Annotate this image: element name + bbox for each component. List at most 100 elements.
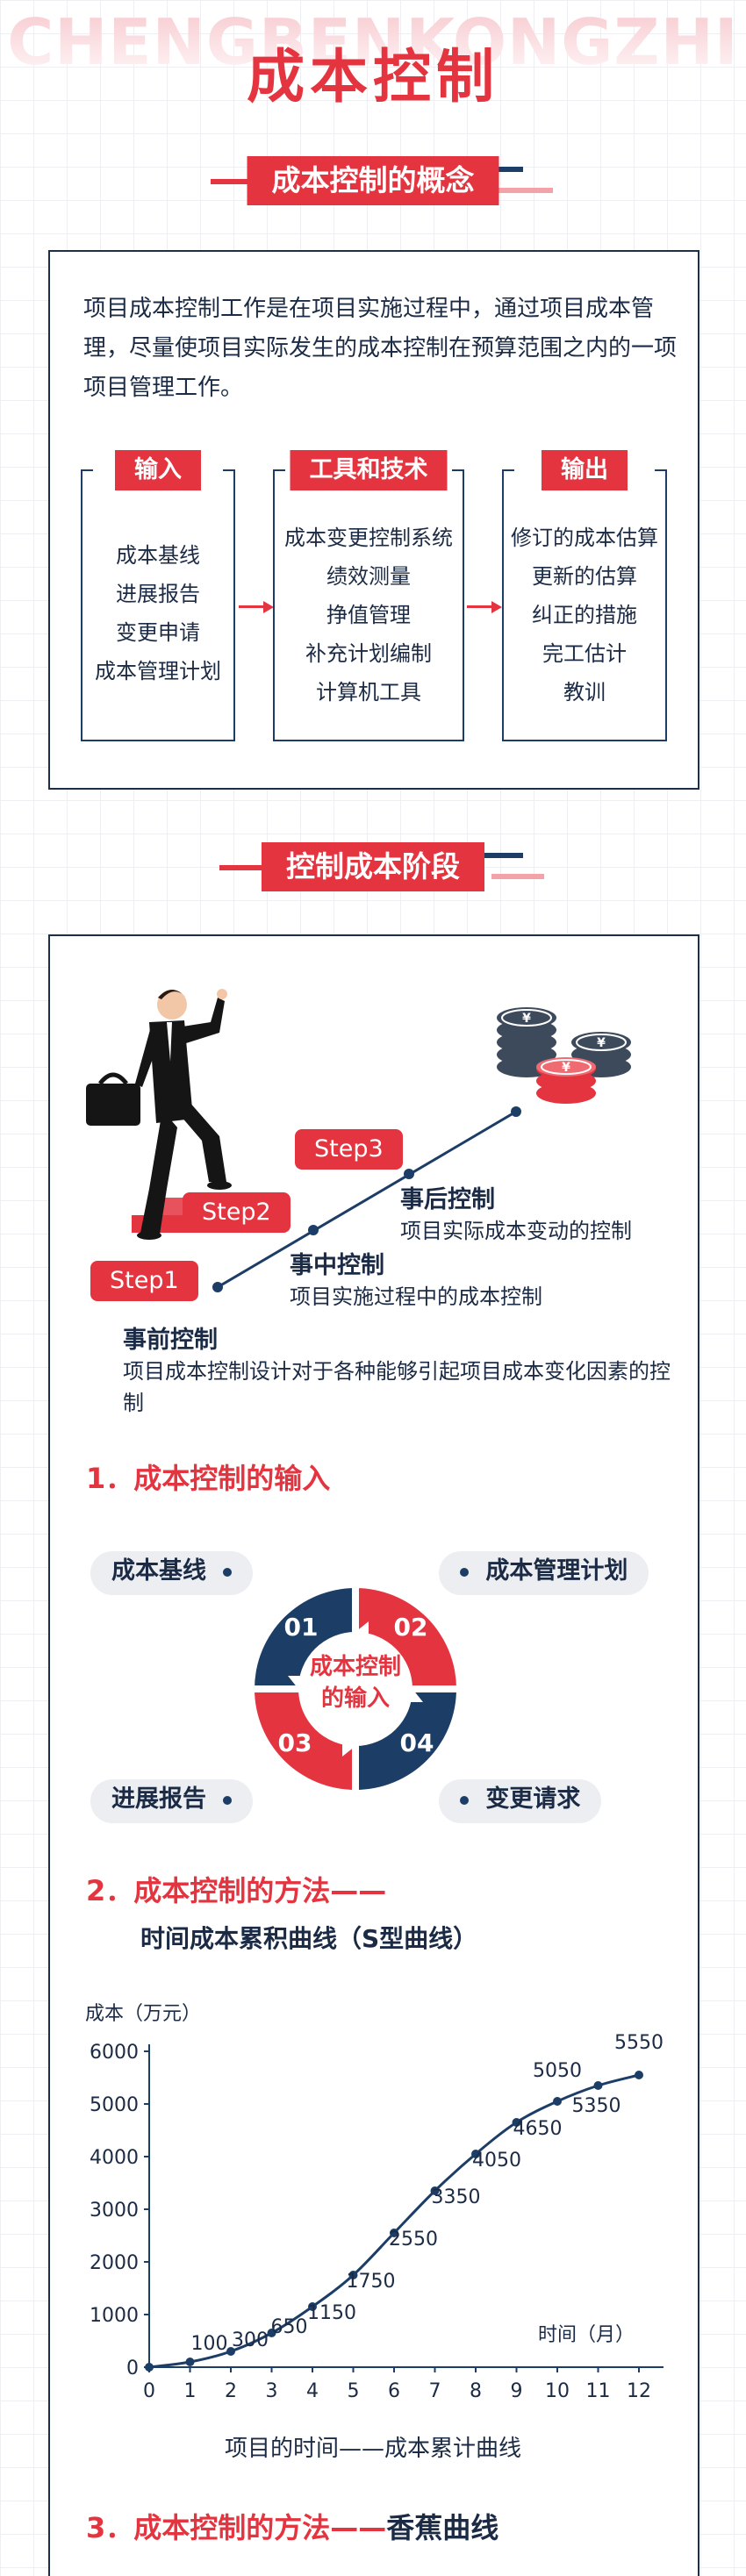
- data-point: [430, 2186, 440, 2195]
- x-tick-label: 5: [348, 2380, 360, 2402]
- list-item: 绩效测量: [326, 564, 411, 589]
- x-tick-label: 7: [429, 2380, 441, 2402]
- column-input: 输入 成本基线 进展报告 变更申请 成本管理计划: [81, 450, 235, 741]
- concept-intro-text: 项目成本控制工作是在项目实施过程中，通过项目成本管理，尽量使项目实际发生的成本控…: [83, 296, 678, 401]
- column-input-head: 输入: [115, 450, 201, 490]
- data-point: [267, 2329, 276, 2337]
- banner-stripe: [219, 865, 272, 870]
- x-tick-label: 9: [511, 2380, 523, 2402]
- data-label: 300: [232, 2329, 269, 2351]
- column-output: 输出 修订的成本估算 更新的估算 纠正的措施 完工估计 教训: [502, 450, 667, 741]
- cycle-label-cost-baseline: 成本基线: [90, 1551, 254, 1595]
- cycle-number-02: 02: [393, 1613, 428, 1642]
- x-tick-label: 0: [143, 2380, 155, 2402]
- pill-text: 变更请求: [485, 1785, 581, 1813]
- column-tools: 工具和技术 成本变更控制系统 绩效测量 挣值管理 补充计划编制 计算机工具: [273, 450, 464, 741]
- step-tag-3: Step3: [295, 1129, 403, 1170]
- list-item: 更新的估算: [532, 564, 637, 589]
- data-point: [308, 2302, 317, 2311]
- list-item: 教训: [563, 680, 606, 705]
- dot-icon: [460, 1795, 469, 1805]
- data-point: [390, 2229, 398, 2237]
- data-point: [471, 2150, 480, 2158]
- arrow-right-icon: [239, 601, 274, 613]
- banner-stripe: [481, 853, 523, 858]
- pill-text: 成本基线: [111, 1557, 206, 1585]
- x-tick-label: 12: [627, 2380, 651, 2402]
- dot-icon: [223, 1567, 233, 1577]
- stage-title-before: 事前控制: [123, 1327, 218, 1354]
- inputs-heading: 1．成本控制的输入: [86, 1456, 367, 1506]
- data-label: 4650: [513, 2118, 563, 2140]
- banner-stripe: [481, 167, 523, 172]
- cycle-label-cost-plan: 成本管理计划: [439, 1551, 649, 1595]
- y-axis-label: 成本（万元）: [85, 2003, 201, 2025]
- cycle-number-03: 03: [277, 1728, 312, 1757]
- data-label: 1150: [307, 2302, 356, 2324]
- y-tick-label: 5000: [90, 2094, 139, 2116]
- svg-text:¥: ¥: [522, 1012, 531, 1026]
- y-tick-label: 2000: [90, 2252, 139, 2274]
- x-tick-label: 11: [586, 2380, 611, 2402]
- cycle-center-label: 成本控制 的输入: [290, 1651, 421, 1714]
- data-label: 100: [191, 2333, 228, 2355]
- y-tick-label: 1000: [90, 2305, 139, 2327]
- list-item: 完工估计: [542, 641, 627, 666]
- method3-heading-red: 3．成本控制的方法——: [86, 2511, 387, 2544]
- list-item: 补充计划编制: [305, 641, 432, 666]
- step-progress-line: [212, 1106, 521, 1292]
- method3-heading-dark: 香蕉曲线: [386, 2511, 499, 2544]
- data-label: 2550: [389, 2229, 438, 2250]
- x-tick-label: 3: [266, 2380, 278, 2402]
- x-tick-label: 4: [306, 2380, 319, 2402]
- x-axis-label: 时间（月）: [538, 2324, 635, 2346]
- y-tick-label: 6000: [90, 2042, 139, 2064]
- list-item: 变更申请: [116, 620, 200, 645]
- stage-title-after: 事后控制: [400, 1186, 495, 1213]
- x-tick-label: 10: [545, 2380, 570, 2402]
- stage-desc-during: 项目实施过程中的成本控制: [290, 1284, 542, 1309]
- step-tag-1: Step1: [90, 1261, 198, 1301]
- data-point: [348, 2271, 358, 2279]
- list-item: 成本变更控制系统: [284, 526, 453, 550]
- method-heading: 2．成本控制的方法——: [86, 1869, 420, 1918]
- data-label: 5050: [533, 2060, 582, 2082]
- method3-heading: 3．成本控制的方法——香蕉曲线: [86, 2506, 499, 2555]
- list-item: 挣值管理: [326, 603, 411, 627]
- data-label: 5350: [572, 2095, 621, 2117]
- dot-icon: [223, 1795, 233, 1805]
- method-heading-text: 2．成本控制的方法——: [86, 1874, 387, 1907]
- section-title-concept: 成本控制的概念: [247, 156, 499, 205]
- pill-text: 成本管理计划: [485, 1557, 628, 1585]
- title-watermark: CHENGBENKONGZHI: [0, 5, 746, 79]
- data-point: [226, 2347, 235, 2356]
- cycle-number-01: 01: [283, 1613, 319, 1642]
- x-tick-label: 6: [388, 2380, 400, 2402]
- x-tick-label: 1: [184, 2380, 197, 2402]
- y-tick-label: 4000: [90, 2147, 139, 2169]
- data-label: 3350: [432, 2186, 481, 2208]
- list-item: 成本基线: [116, 543, 200, 568]
- cycle-number-04: 04: [399, 1728, 434, 1757]
- list-item: 修订的成本估算: [511, 526, 658, 550]
- x-tick-label: 8: [470, 2380, 482, 2402]
- list-item: 进展报告: [116, 582, 200, 606]
- svg-text:¥: ¥: [597, 1036, 606, 1050]
- inputs-cycle-diagram: [250, 1584, 461, 1794]
- data-point: [553, 2097, 562, 2106]
- stage-desc-after: 项目实际成本变动的控制: [400, 1219, 632, 1243]
- chart-subtitle: 时间成本累积曲线（S型曲线）: [140, 1924, 478, 1953]
- cycle-center-line: 的输入: [320, 1685, 390, 1712]
- svg-text:¥: ¥: [562, 1061, 570, 1075]
- x-tick-label: 2: [225, 2380, 237, 2402]
- chart-caption: 项目的时间——成本累计曲线: [224, 2436, 521, 2462]
- data-point: [593, 2081, 603, 2090]
- arrow-right-icon: [467, 601, 502, 613]
- section-banner-stages: 控制成本阶段: [0, 842, 746, 891]
- banner-stripe: [491, 874, 544, 879]
- section-banner-concept: 成本控制的概念: [0, 156, 746, 205]
- data-label: 650: [271, 2316, 308, 2338]
- inputs-heading-text: 1．成本控制的输入: [86, 1462, 331, 1495]
- data-point: [185, 2358, 195, 2366]
